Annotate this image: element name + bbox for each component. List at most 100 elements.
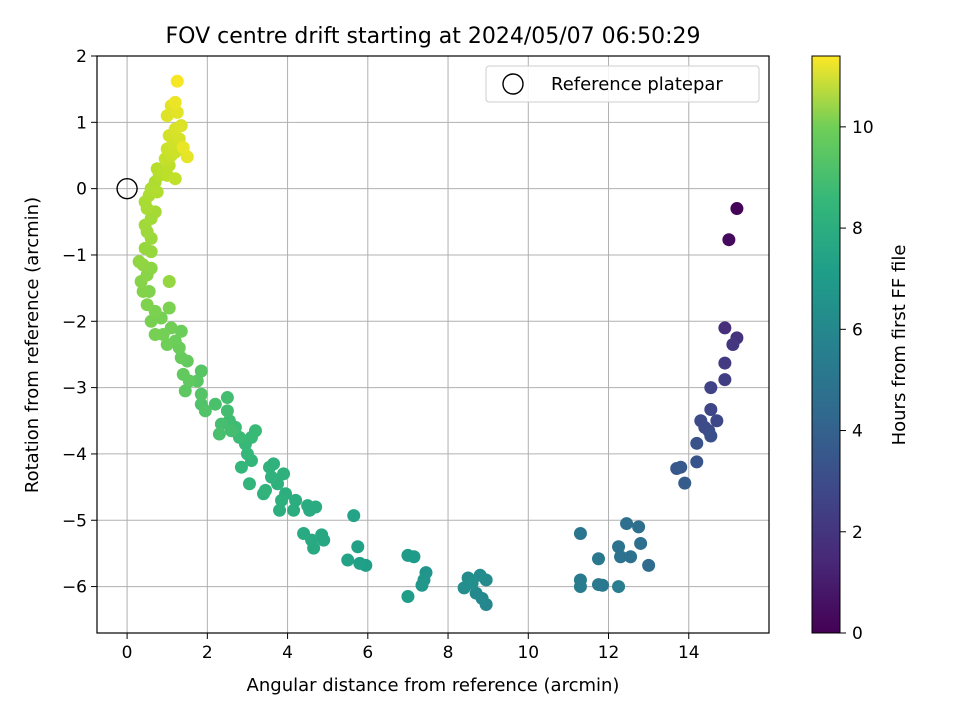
data-point — [174, 324, 188, 338]
plot-frame — [96, 55, 770, 634]
data-point — [591, 578, 605, 592]
colorbar-ticks: 0 2 4 6 8 10 — [840, 118, 874, 644]
colorbar-tick-label: 0 — [852, 624, 863, 644]
data-point — [315, 528, 329, 542]
data-point — [162, 301, 176, 315]
x-axis-label: Angular distance from reference (arcmin) — [247, 675, 620, 696]
grid-lines — [97, 55, 769, 633]
data-point — [287, 503, 301, 517]
data-point — [176, 141, 190, 155]
legend-box — [485, 65, 760, 103]
data-point — [297, 527, 311, 541]
data-point — [473, 568, 487, 582]
y-tick-label: 1 — [76, 113, 87, 133]
colorbar-tick-label: 4 — [852, 422, 863, 442]
data-points — [132, 74, 744, 611]
data-point — [634, 536, 648, 550]
data-point — [132, 255, 146, 269]
axes — [96, 55, 770, 634]
colorbar-tick-label: 6 — [852, 320, 863, 340]
x-tick-label: 14 — [678, 643, 700, 663]
data-point — [194, 387, 208, 401]
data-point — [148, 328, 162, 342]
y-tick-label: 2 — [76, 47, 87, 67]
data-point — [690, 436, 704, 450]
data-point — [160, 109, 174, 123]
data-point — [632, 520, 646, 534]
data-point — [263, 460, 277, 474]
data-point — [289, 493, 303, 507]
colorbar: 0 2 4 6 8 10 Hours from first FF file — [811, 55, 910, 644]
data-point — [259, 483, 273, 497]
data-point — [265, 470, 279, 484]
data-point — [674, 460, 688, 474]
data-point — [162, 274, 176, 288]
data-point — [730, 202, 744, 216]
colorbar-tick-label: 10 — [852, 118, 874, 138]
data-point — [573, 527, 587, 541]
data-point — [150, 185, 164, 199]
data-point — [690, 455, 704, 469]
data-point — [347, 509, 361, 523]
data-point — [168, 95, 182, 109]
y-tick-label: −2 — [62, 312, 87, 332]
colorbar-label: Hours from first FF file — [889, 245, 910, 446]
x-ticks: 0 2 4 6 8 10 12 14 — [122, 633, 700, 663]
data-point — [174, 351, 188, 365]
data-point — [136, 284, 150, 298]
x-tick-label: 2 — [202, 643, 213, 663]
data-point — [591, 552, 605, 566]
data-point — [415, 578, 429, 592]
data-point — [678, 476, 692, 490]
data-point — [275, 493, 289, 507]
y-tick-label: −1 — [62, 246, 87, 266]
data-point — [198, 404, 212, 418]
data-point — [277, 467, 291, 481]
data-point — [234, 460, 248, 474]
data-point — [612, 540, 626, 554]
data-point — [248, 424, 262, 438]
data-point — [273, 503, 287, 517]
data-point — [465, 576, 479, 590]
y-ticks: 2 1 0 −1 −2 −3 −4 −5 −6 — [62, 47, 97, 598]
y-tick-label: 0 — [76, 180, 87, 200]
data-point — [174, 119, 188, 133]
data-point — [612, 580, 626, 594]
data-point — [704, 381, 718, 395]
data-point — [178, 384, 192, 398]
data-point — [160, 338, 174, 351]
data-point — [212, 427, 226, 441]
y-tick-label: −6 — [62, 578, 87, 598]
data-point — [341, 553, 355, 567]
y-tick-label: −4 — [62, 445, 87, 465]
legend-reference-marker — [502, 73, 524, 95]
legend: Reference platepar — [485, 65, 760, 103]
x-tick-label: 6 — [362, 643, 373, 663]
data-point — [242, 477, 256, 491]
data-point — [170, 74, 184, 88]
data-point — [718, 356, 732, 370]
y-tick-label: −5 — [62, 511, 87, 531]
data-point — [407, 550, 421, 564]
data-point — [176, 367, 190, 381]
data-point — [614, 550, 628, 564]
data-point — [301, 499, 315, 513]
data-point — [573, 580, 587, 594]
data-point — [220, 391, 234, 405]
data-point — [726, 338, 740, 351]
colorbar-gradient — [811, 55, 841, 634]
data-point — [240, 447, 254, 461]
data-point — [351, 540, 365, 554]
reference-marker — [116, 177, 138, 200]
colorbar-tick-label: 8 — [852, 219, 863, 239]
y-axis-label: Rotation from reference (arcmin) — [22, 197, 43, 493]
colorbar-tick-label: 2 — [852, 523, 863, 543]
chart-title: FOV centre drift starting at 2024/05/07 … — [166, 24, 701, 49]
data-point — [718, 321, 732, 335]
data-point — [401, 590, 415, 604]
data-point — [704, 402, 718, 416]
data-point — [718, 373, 732, 387]
data-point — [140, 298, 154, 312]
x-tick-label: 0 — [122, 643, 133, 663]
